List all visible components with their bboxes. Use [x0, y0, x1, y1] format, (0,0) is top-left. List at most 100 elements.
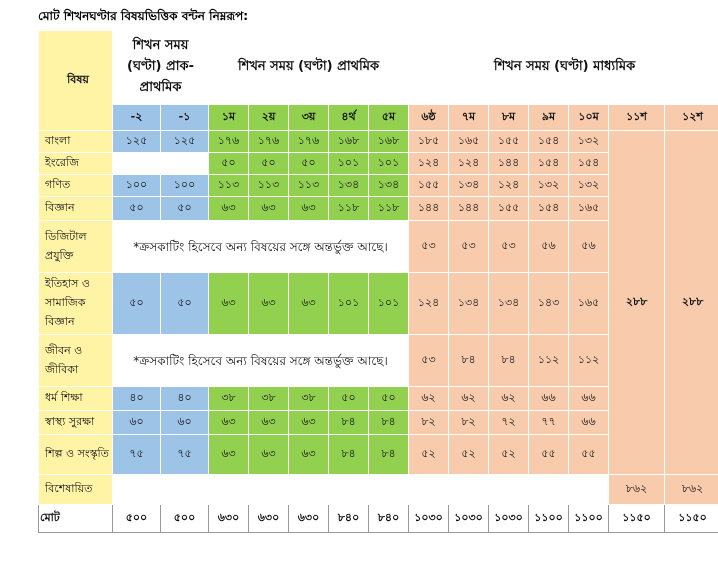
value-cell: ২৮৮ — [608, 130, 666, 475]
value-cell: ৬৩ — [248, 272, 290, 335]
value-cell: ৮৪ — [368, 410, 410, 435]
value-cell: ১১৩ — [208, 174, 250, 197]
value-cell: ১৪৩ — [528, 272, 570, 335]
value-cell: ১৫৪ — [528, 196, 570, 221]
value-cell: ৫০ — [328, 386, 370, 411]
value-cell: ৫০ — [368, 386, 410, 411]
value-cell: ৬৩ — [208, 410, 250, 435]
value-cell: ৬৬ — [528, 386, 570, 411]
value-cell: ৮২ — [408, 410, 450, 435]
subject-cell: শিল্প ও সংস্কৃতি — [38, 434, 113, 475]
row: জীবন ও জীবিকা *ক্রসকাটিং হিসেবে অন্য বিষয… — [38, 334, 718, 387]
grade-header: ১১শ — [608, 104, 666, 131]
value-cell: ৫৬ — [568, 220, 610, 273]
grade-header: -২ — [112, 104, 161, 131]
value-cell: ১২৪ — [448, 152, 490, 175]
value-cell: ১৬৮ — [368, 130, 410, 153]
value-cell: ৫০ — [159, 272, 210, 335]
value-cell: ১১৩ — [288, 174, 330, 197]
value-cell: ১৩২ — [568, 174, 610, 197]
value-cell: ১৭৬ — [208, 130, 250, 153]
grade-header: ৯ম — [528, 104, 570, 131]
value-cell: ৮৪ — [328, 434, 370, 475]
value-cell: ১০১ — [368, 272, 410, 335]
value-cell: ১১৮ — [328, 196, 370, 221]
value-cell: ৭৭ — [528, 410, 570, 435]
value-cell: ৭৫ — [112, 434, 161, 475]
value-cell: ৫৫ — [528, 434, 570, 475]
value-cell: ৮৪ — [328, 410, 370, 435]
value-cell: ৪০ — [159, 386, 210, 411]
value-cell: ৫২ — [448, 434, 490, 475]
value-cell: ১০১ — [328, 152, 370, 175]
value-cell: ১৪৪ — [448, 196, 490, 221]
value-cell: ৬৬ — [568, 386, 610, 411]
value-cell: ৬০ — [112, 410, 161, 435]
subject-cell: ইতিহাস ও সামাজিক বিজ্ঞান — [38, 272, 113, 335]
total-cell: ৫০০ — [112, 504, 161, 533]
value-cell: ৬৩ — [288, 410, 330, 435]
total-cell: ১১৫০ — [664, 504, 718, 533]
value-cell: ১৫৪ — [528, 152, 570, 175]
value-cell: ১৬৫ — [568, 196, 610, 221]
value-cell: ৫২ — [488, 434, 530, 475]
total-cell: ১১০০ — [568, 504, 610, 533]
subject-header: বিষয় — [38, 30, 113, 131]
value-cell: ৬৬ — [568, 410, 610, 435]
value-cell: ১৩২ — [528, 174, 570, 197]
value-cell: ৫০ — [112, 272, 161, 335]
group-header: শিখন সময় (ঘণ্টা) মাধ্যমিক — [408, 30, 718, 105]
value-cell: ৬৩ — [208, 434, 250, 475]
value-cell: ১৫৫ — [408, 174, 450, 197]
subject-cell: জীবন ও জীবিকা — [38, 334, 113, 387]
value-cell: ৮৪ — [368, 434, 410, 475]
value-cell: ৬২ — [408, 386, 450, 411]
total-cell: ১১৫০ — [608, 504, 666, 533]
value-cell: ৬৩ — [208, 272, 250, 335]
value-cell: ৭৫ — [159, 434, 210, 475]
total-cell: ৮৪০ — [368, 504, 410, 533]
row: বাংলা ১২৫ ১২৫ ১৭৬ ১৭৬ ১৭৬ ১৬৮ ১৬৮ ১৮৫ ১৬৫ ১৫৫ ১৫৪ ১৩… — [38, 130, 718, 475]
total-cell: ৬৩০ — [248, 504, 290, 533]
row: ইংরেজি ৫০ ৫০ ৫০ ১০১ ১০১ ১২৪ ১২৪ ১৪৪ ১৫৪ ১৫৪ — [38, 152, 718, 175]
value-cell: ১০০ — [159, 174, 210, 197]
value-cell: ১৫৪ — [568, 152, 610, 175]
empty-cell — [408, 474, 450, 505]
total-cell: ৫০০ — [159, 504, 210, 533]
value-cell: ১৪৪ — [488, 152, 530, 175]
value-cell: ৭২ — [488, 410, 530, 435]
value-cell: ৬৩ — [288, 196, 330, 221]
value-cell: ১৬৫ — [448, 130, 490, 153]
value-cell: ৮৪ — [448, 334, 490, 387]
value-cell: ১৩৪ — [448, 174, 490, 197]
value-cell: ৫৩ — [488, 220, 530, 273]
grade-header: ১ম — [208, 104, 250, 131]
grade-header: ৫ম — [368, 104, 410, 131]
value-cell: ১২৪ — [408, 272, 450, 335]
empty-cell — [288, 474, 330, 505]
row: বিষয় শিখন সময় (ঘণ্টা) প্রাক-প্রাথমিক শিখ… — [38, 30, 718, 131]
grade-header: ২য় — [248, 104, 290, 131]
empty-cell — [328, 474, 370, 505]
value-cell: ১০১ — [368, 152, 410, 175]
value-cell: ১১২ — [568, 334, 610, 387]
group-header: শিখন সময় (ঘণ্টা) প্রাক-প্রাথমিক — [111, 30, 210, 105]
value-cell: ১৭৬ — [248, 130, 290, 153]
empty-cell — [248, 474, 290, 505]
grade-header: ৩য় — [288, 104, 330, 131]
value-cell: ৬২ — [488, 386, 530, 411]
grade-header: -১ — [159, 104, 210, 131]
table: বিষয় শিখন সময় (ঘণ্টা) প্রাক-প্রাথমিক শিখ… — [38, 30, 718, 533]
value-cell: ১০০ — [112, 174, 161, 197]
value-cell: ১০১ — [328, 272, 370, 335]
total-cell: ১০৩০ — [448, 504, 490, 533]
grade-header: ৬ষ্ঠ — [408, 104, 450, 131]
row: ডিজিটাল প্রযুক্তি *ক্রসকাটিং হিসেবে অন্য … — [38, 220, 718, 273]
value-cell: ৫০ — [248, 152, 290, 175]
empty-cell — [568, 474, 610, 505]
value-cell: ১৩৪ — [328, 174, 370, 197]
value-cell: ১৩৪ — [368, 174, 410, 197]
row: শিল্প ও সংস্কৃতি ৭৫ ৭৫ ৬৩ ৬৩ ৬৩ ৮৪ ৮৪ ৫২ ৫২ ৫২ ৫৫ ৫৫ — [38, 434, 718, 475]
subject-cell: ডিজিটাল প্রযুক্তি — [38, 220, 113, 273]
grade-header: ১০ম — [568, 104, 610, 131]
